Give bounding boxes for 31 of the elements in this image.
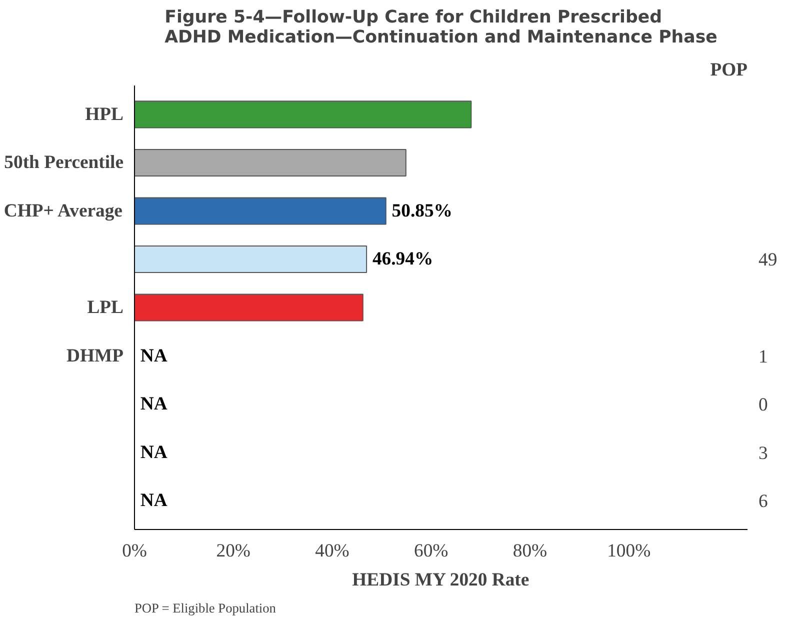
bar xyxy=(134,148,406,176)
y2-tick-label: 1 xyxy=(758,346,768,368)
y-tick-label: CHP+ Average xyxy=(4,200,122,222)
bar xyxy=(134,197,386,225)
y-tick-label: HPL xyxy=(85,104,124,125)
data-label: 46.94% xyxy=(372,248,434,270)
text: NA xyxy=(140,490,168,512)
y-tick-label: 50th Percentile xyxy=(4,152,124,174)
x-tick-label: 40% xyxy=(315,540,350,562)
y-tick-label: DHMP xyxy=(66,345,124,366)
x-tick-label: 100% xyxy=(607,540,651,562)
chart-title: Figure 5-4—Follow-Up Care for Children Prescribed ADHD Medication—Continuation and Maintenance Phase xyxy=(164,8,718,48)
y2-tick-label: 6 xyxy=(758,491,768,512)
y2-tick-label: 3 xyxy=(758,442,768,464)
y2-axis-title: POP xyxy=(710,60,748,80)
x-tick-label: 20% xyxy=(216,540,250,562)
x-axis-title: HEDIS MY 2020 Rate xyxy=(352,570,530,590)
y2-tick-label: 0 xyxy=(758,394,768,416)
data-label: 50.85% xyxy=(392,200,452,222)
text: NA xyxy=(140,442,168,463)
x-tick-label: 0% xyxy=(122,540,147,562)
x-tick-label: 80% xyxy=(512,540,548,562)
x-tick-label: 60% xyxy=(414,540,448,562)
text: POP = Eligible Population xyxy=(134,600,276,616)
text: NA xyxy=(140,345,168,366)
y-tick-label: LPL xyxy=(87,297,124,318)
bar xyxy=(134,245,368,274)
y2-tick-label: 49 xyxy=(758,250,778,271)
text: NA xyxy=(140,394,168,415)
bar xyxy=(134,294,364,322)
bar xyxy=(134,100,472,128)
